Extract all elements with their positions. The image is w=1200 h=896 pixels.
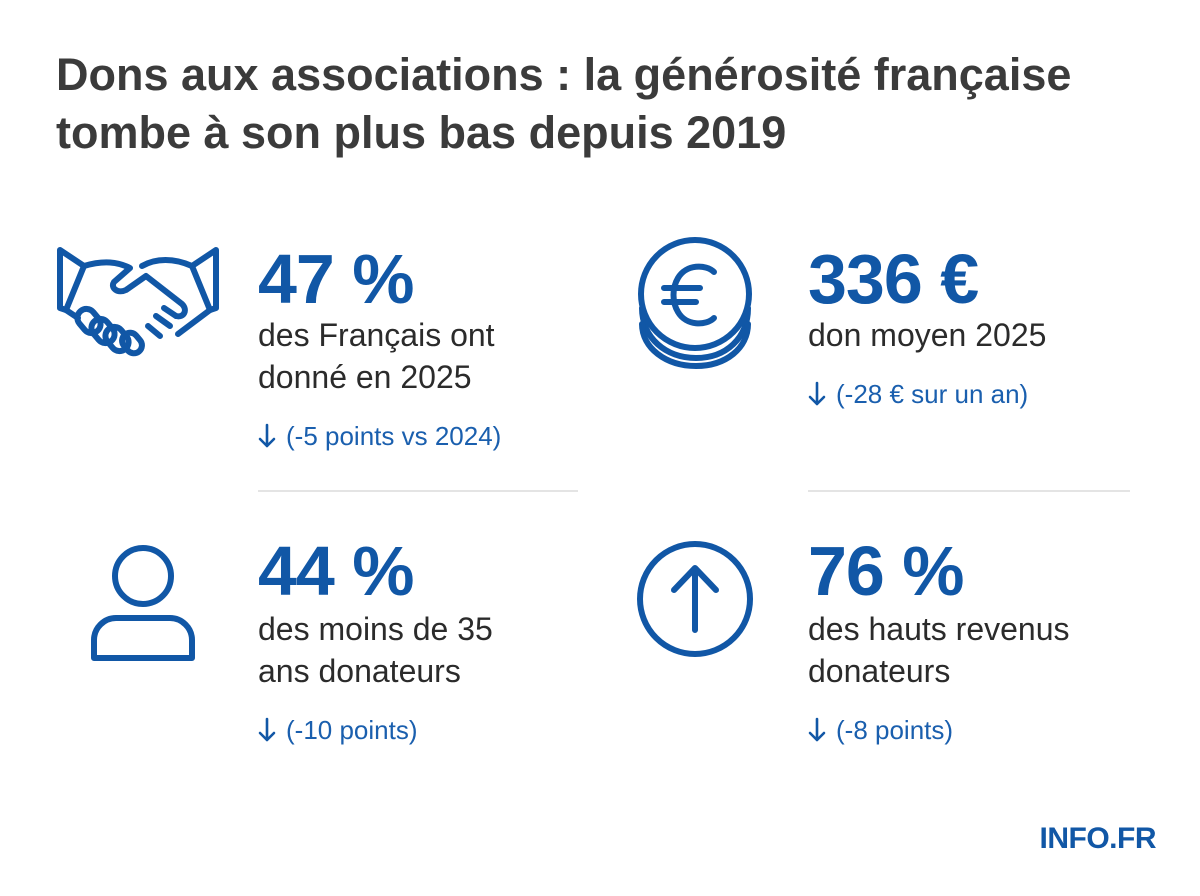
arrow-down-icon: [258, 717, 276, 742]
title-line-1: Dons aux associations : la générosité fr…: [56, 49, 1072, 100]
arrow-down-icon: [808, 717, 826, 742]
stat-change-under-35: (-10 points): [258, 714, 418, 746]
euro-coins-icon: [634, 230, 754, 370]
divider-right: [808, 490, 1130, 492]
stat-value-average-gift: 336 €: [808, 240, 979, 318]
brand-logo: INFO.FR: [1039, 822, 1157, 855]
arrow-down-icon: [258, 423, 276, 448]
stat-desc-donors: des Français ont donné en 2025: [258, 317, 495, 395]
arrow-up-circle-icon: [636, 540, 754, 658]
stat-change-donors: (-5 points vs 2024): [258, 420, 501, 452]
handshake-icon: [56, 238, 221, 358]
divider-left: [258, 490, 578, 492]
stat-value-donors: 47 %: [258, 240, 415, 318]
stat-value-under-35: 44 %: [258, 532, 415, 610]
stat-desc-average-gift: don moyen 2025: [808, 317, 1047, 353]
stat-change-average-gift: (-28 € sur un an): [808, 378, 1028, 410]
stat-change-high-income: (-8 points): [808, 714, 953, 746]
stat-desc-under-35: des moins de 35 ans donateurs: [258, 611, 493, 689]
stat-desc-high-income: des hauts revenus donateurs: [808, 611, 1070, 689]
page-title: Dons aux associations : la générosité fr…: [56, 46, 1156, 162]
arrow-down-icon: [808, 381, 826, 406]
stat-value-high-income: 76 %: [808, 532, 965, 610]
title-line-2: tombe à son plus bas depuis 2019: [56, 107, 787, 158]
person-icon: [88, 544, 198, 664]
